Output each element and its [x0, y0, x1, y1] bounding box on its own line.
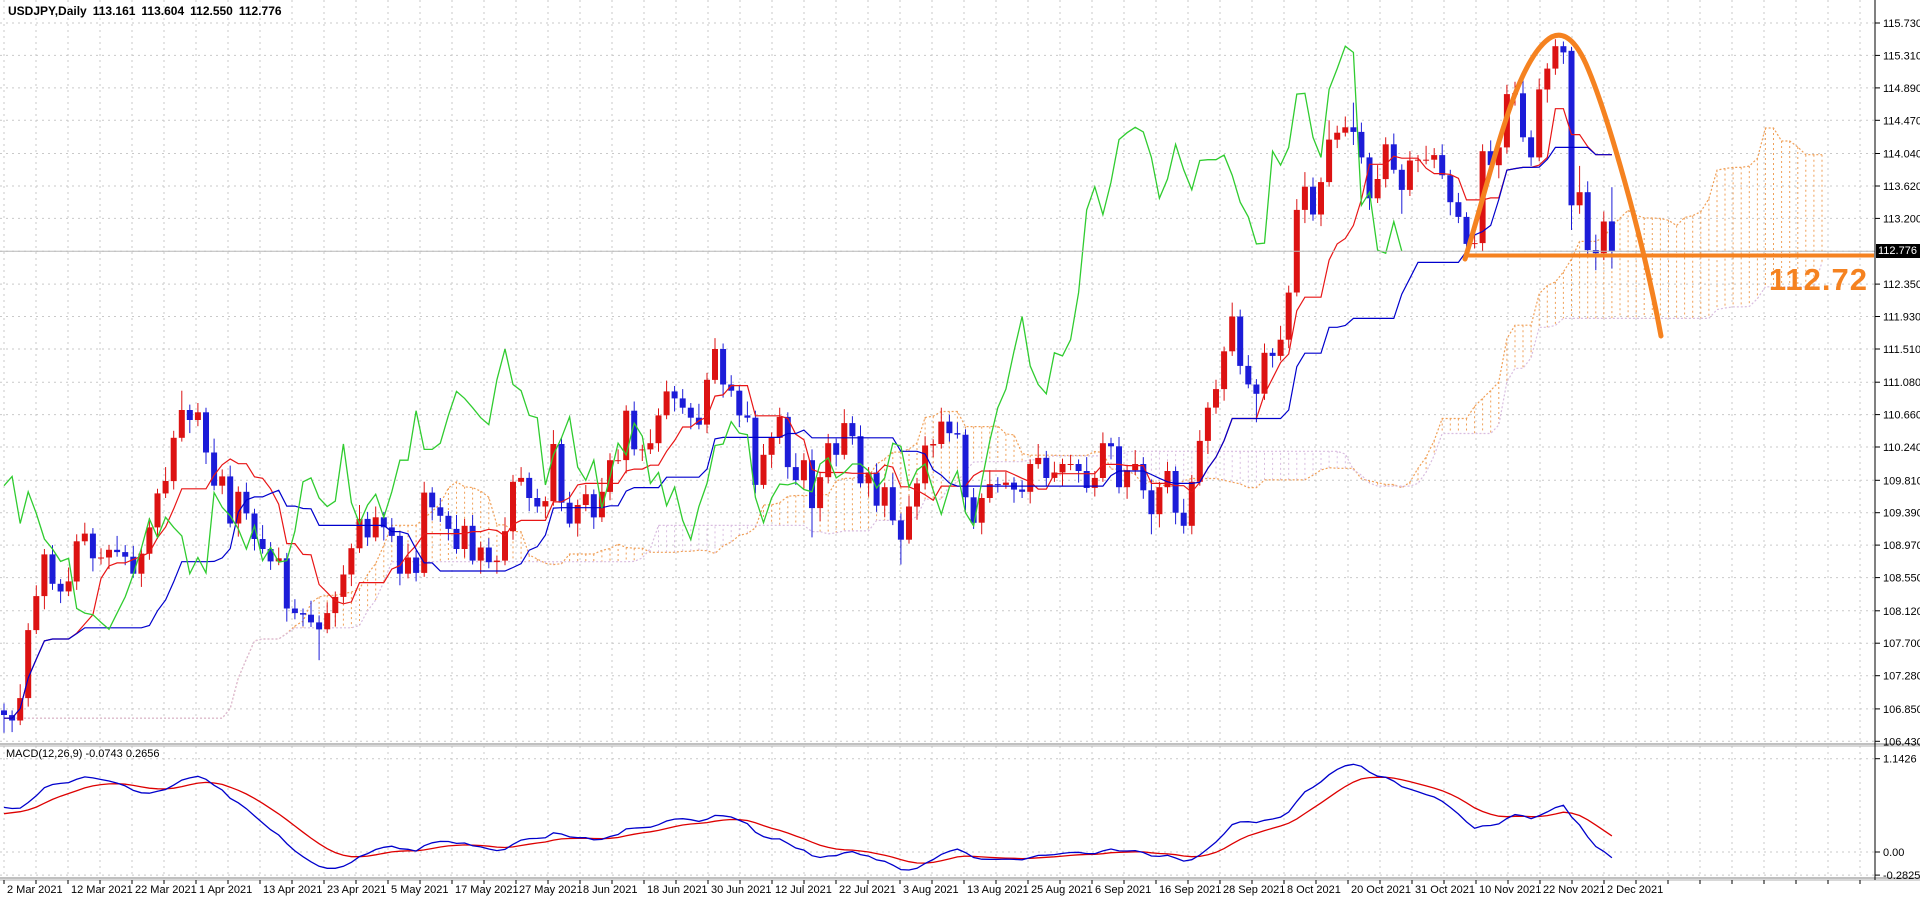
macd-main-line [3, 763, 1613, 871]
current-price-tag: 112.776 [1876, 244, 1920, 258]
price-axis-label: 108.970 [1883, 540, 1920, 552]
date-axis-label: 5 May 2021 [391, 884, 448, 896]
chart-header: USDJPY,Daily 113.161 113.604 112.550 112.776 [8, 4, 288, 18]
date-axis-label: 12 Jul 2021 [775, 884, 832, 896]
price-axis-label: 115.730 [1883, 18, 1920, 30]
price-axis-label: 106.430 [1883, 736, 1920, 748]
price-axis-label: 109.390 [1883, 508, 1920, 520]
tenkan-sen-line [4, 108, 1612, 719]
macd-axis-label: 0.00 [1883, 847, 1904, 859]
price-axis-label: 111.080 [1883, 377, 1920, 389]
date-axis-label: 25 Aug 2021 [1031, 884, 1093, 896]
price-axis-label: 113.200 [1883, 213, 1920, 225]
date-axis-label: 8 Oct 2021 [1287, 884, 1341, 896]
price-axis-label: 112.350 [1883, 279, 1920, 291]
date-axis-label: 2 Dec 2021 [1607, 884, 1663, 896]
date-axis-label: 12 Mar 2021 [71, 884, 133, 896]
date-axis-label: 23 Apr 2021 [327, 884, 386, 896]
macd-indicator-label: MACD(12,26,9) -0.0743 0.2656 [6, 748, 160, 760]
kijun-sen-line [4, 146, 1612, 719]
price-axis-label: 114.890 [1883, 83, 1920, 95]
price-axis-label: 108.120 [1883, 606, 1920, 618]
date-axis-label: 17 May 2021 [455, 884, 519, 896]
date-axis-label: 13 Apr 2021 [263, 884, 322, 896]
date-axis-label: 31 Oct 2021 [1415, 884, 1475, 896]
price-axis-label: 114.040 [1883, 149, 1920, 161]
date-axis-label: 6 Sep 2021 [1095, 884, 1151, 896]
senkou-span-b-line [4, 262, 1823, 719]
price-axis-label: 111.510 [1883, 344, 1920, 356]
date-axis-label: 2 Mar 2021 [7, 884, 63, 896]
price-axis-label: 115.310 [1883, 50, 1920, 62]
date-axis-label: 28 Sep 2021 [1223, 884, 1285, 896]
ichimoku-lines [3, 45, 1612, 719]
ichimoku-cloud [4, 127, 1823, 719]
ohlc-open: 113.161 [92, 4, 136, 18]
price-axis-label: 113.620 [1883, 181, 1920, 193]
price-axis[interactable]: 115.730 115.310 114.890 114.470 114.040 113.6… [1875, 18, 1920, 748]
candles [1, 39, 1615, 733]
date-axis-label: 8 Jun 2021 [583, 884, 637, 896]
price-axis-label: 109.810 [1883, 475, 1920, 487]
ohlc-low: 112.550 [190, 4, 233, 18]
price-axis-label: 106.850 [1883, 704, 1920, 716]
macd-axis-label: 1.1426 [1883, 754, 1917, 766]
macd-axis-label: -0.2825 [1883, 870, 1920, 882]
macd-lines [3, 763, 1613, 871]
date-axis-label: 22 Mar 2021 [135, 884, 197, 896]
date-axis-label: 10 Nov 2021 [1479, 884, 1541, 896]
price-axis-label: 111.930 [1883, 312, 1920, 324]
ohlc-close: 112.776 [238, 4, 282, 18]
symbol-period-label: USDJPY,Daily [8, 4, 87, 18]
date-axis-label: 22 Jul 2021 [839, 884, 896, 896]
annotation-price-label[interactable]: 112.72 [1768, 262, 1868, 297]
date-axis-label: 3 Aug 2021 [903, 884, 959, 896]
ohlc-high: 113.604 [141, 4, 185, 18]
date-axis-label: 22 Nov 2021 [1543, 884, 1605, 896]
grid-lines [0, 0, 1875, 878]
price-axis-label: 107.700 [1883, 638, 1920, 650]
trend-annotation[interactable] [1462, 32, 1874, 339]
date-axis-label: 27 May 2021 [519, 884, 583, 896]
date-axis-label: 16 Sep 2021 [1159, 884, 1221, 896]
projection-arc[interactable] [1462, 32, 1664, 339]
pane-separators [0, 0, 1920, 881]
price-axis-label: 108.550 [1883, 573, 1920, 585]
date-axis-label: 30 Jun 2021 [711, 884, 772, 896]
date-axis-label: 20 Oct 2021 [1351, 884, 1411, 896]
chikou-span-line [3, 45, 1403, 631]
macd-signal-line [3, 776, 1613, 864]
price-axis-label: 114.470 [1883, 115, 1920, 127]
price-axis-label: 107.280 [1883, 671, 1920, 683]
senkou-span-a-line [4, 127, 1822, 719]
price-axis-label: 110.660 [1883, 410, 1920, 422]
price-axis-label: 110.240 [1883, 442, 1920, 454]
date-axis-label: 13 Aug 2021 [967, 884, 1029, 896]
date-axis-label: 1 Apr 2021 [199, 884, 252, 896]
date-axis-label: 18 Jun 2021 [647, 884, 708, 896]
macd-axis[interactable]: 1.1426 0.00 -0.2825 [1875, 754, 1920, 882]
date-axis[interactable]: 2 Mar 2021 12 Mar 2021 22 Mar 2021 1 Apr 20… [3, 880, 1861, 896]
